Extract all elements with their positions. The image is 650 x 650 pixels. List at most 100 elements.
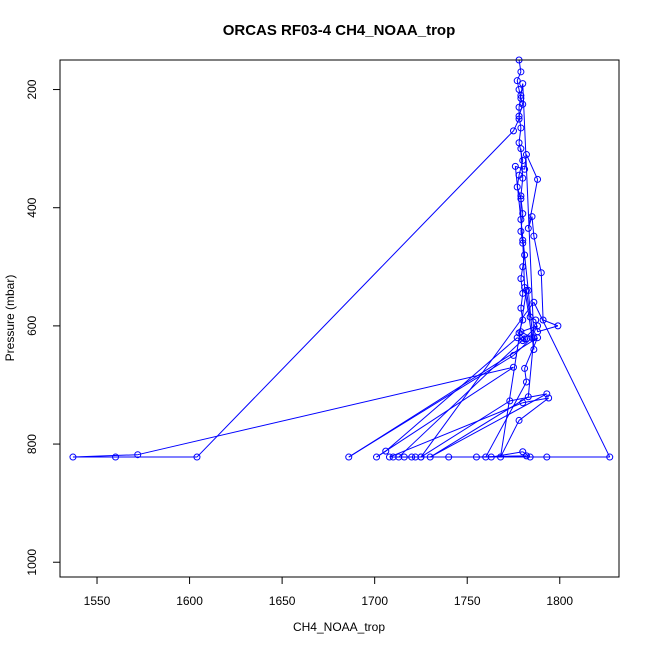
y-tick-label: 200 — [25, 79, 39, 99]
series-segment — [524, 368, 527, 383]
series-segment — [525, 154, 539, 180]
data-point-marker — [345, 453, 353, 461]
data-point-marker — [513, 77, 521, 85]
data-point-marker — [509, 127, 517, 135]
data-point-marker — [517, 68, 525, 76]
data-point-marker — [193, 453, 201, 461]
chart-title: ORCAS RF03-4 CH4_NOAA_trop — [223, 22, 456, 39]
data-point-marker — [400, 453, 408, 461]
data-point-marker — [517, 328, 525, 336]
data-point-marker — [524, 224, 532, 232]
data-point-marker — [517, 124, 525, 132]
series-segment — [420, 400, 511, 458]
series-segment — [398, 325, 538, 458]
series-segment — [520, 331, 533, 339]
series-segment — [537, 325, 559, 333]
data-point-marker — [522, 452, 530, 460]
x-tick-label: 1800 — [546, 594, 573, 608]
series-markers — [69, 56, 614, 461]
data-point-marker — [517, 145, 525, 153]
data-point-marker — [472, 453, 480, 461]
data-point-marker — [517, 227, 525, 235]
data-point-marker — [521, 283, 529, 291]
series-segment — [520, 266, 524, 279]
data-point-marker — [530, 232, 538, 240]
data-point-marker — [519, 156, 527, 164]
series-segment — [540, 272, 544, 320]
data-point-marker — [519, 399, 527, 407]
data-point-marker — [517, 192, 525, 200]
data-point-marker — [519, 263, 527, 271]
series-segment — [500, 290, 527, 458]
series-segment — [137, 366, 514, 456]
data-point-marker — [509, 351, 517, 359]
series-segment — [348, 337, 538, 458]
y-axis-label: Pressure (mbar) — [3, 275, 17, 362]
series-segment — [525, 290, 531, 318]
series-segment — [527, 179, 539, 229]
series-segment — [516, 71, 522, 81]
x-tick-label: 1600 — [176, 594, 203, 608]
data-point-marker — [69, 453, 77, 461]
data-point-marker — [521, 165, 529, 173]
data-point-marker — [515, 329, 523, 337]
y-axis: 200 400 600 800 1000 — [25, 79, 61, 576]
data-point-marker — [543, 390, 551, 398]
data-point-marker — [112, 453, 120, 461]
series-segment — [518, 59, 522, 72]
data-point-marker — [534, 328, 542, 336]
data-point-marker — [445, 453, 453, 461]
series-segment — [520, 293, 524, 309]
data-point-marker — [537, 269, 545, 277]
series-segment — [500, 420, 520, 458]
series-segment — [429, 393, 548, 458]
data-point-marker — [513, 334, 521, 342]
series-segment — [522, 451, 531, 458]
data-point-marker — [530, 346, 538, 354]
y-tick-label: 600 — [25, 316, 39, 336]
series-segment — [509, 393, 547, 402]
series-segment — [522, 397, 549, 404]
series-segment — [516, 80, 520, 90]
data-point-marker — [543, 453, 551, 461]
y-tick-label: 800 — [25, 434, 39, 454]
series-segment — [522, 83, 535, 338]
data-point-marker — [530, 298, 538, 306]
data-point-marker — [521, 251, 529, 259]
data-point-marker — [530, 334, 538, 342]
series-segment — [518, 397, 549, 421]
data-point-marker — [382, 447, 390, 455]
series-segment — [533, 235, 542, 273]
series-segment — [518, 127, 522, 143]
data-point-marker — [545, 394, 553, 402]
series-segment — [196, 130, 514, 458]
data-point-marker — [515, 103, 523, 111]
series-segment — [513, 118, 520, 132]
data-point-marker — [606, 453, 614, 461]
data-point-marker — [411, 453, 419, 461]
data-point-marker — [519, 239, 527, 247]
series-segment — [376, 366, 514, 458]
data-point-marker — [517, 91, 525, 99]
data-point-marker — [519, 236, 527, 244]
x-tick-label: 1650 — [269, 594, 296, 608]
x-axis: 1550 1600 1650 1700 1750 1800 — [84, 576, 573, 608]
data-point-marker — [517, 195, 525, 203]
data-point-marker — [517, 216, 525, 224]
data-point-marker — [389, 453, 397, 461]
data-point-marker — [517, 304, 525, 312]
data-point-marker — [497, 453, 505, 461]
data-point-marker — [519, 80, 527, 88]
data-point-marker — [521, 335, 529, 343]
data-point-marker — [522, 378, 530, 386]
data-point-marker — [515, 115, 523, 123]
data-point-marker — [408, 453, 416, 461]
data-point-marker — [506, 397, 514, 405]
data-point-marker — [511, 162, 519, 170]
data-point-marker — [554, 322, 562, 330]
data-point-marker — [528, 213, 536, 221]
series-segment — [524, 287, 535, 350]
data-point-marker — [522, 151, 530, 159]
data-point-marker — [515, 416, 523, 424]
